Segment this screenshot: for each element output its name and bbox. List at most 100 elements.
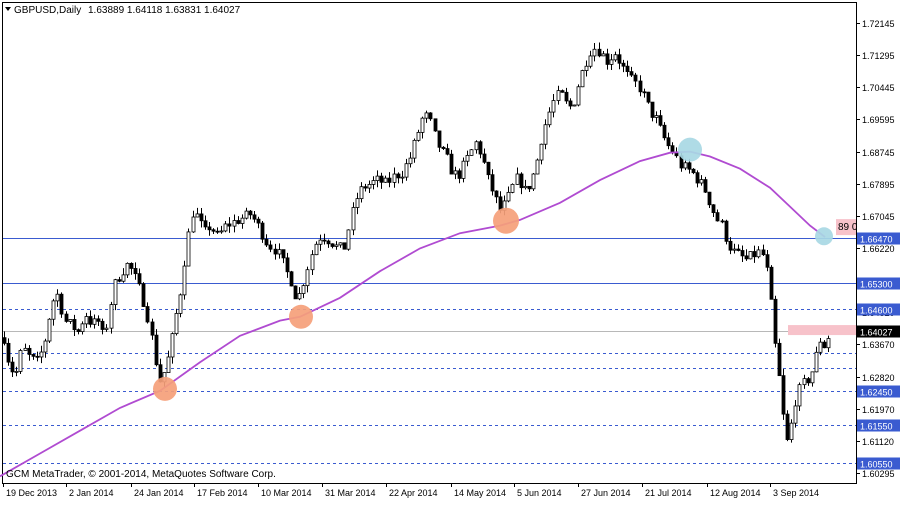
candle-body-54 bbox=[223, 223, 228, 232]
candlesticks bbox=[2, 42, 831, 443]
candle-body-154 bbox=[633, 74, 638, 82]
candle-body-64 bbox=[264, 238, 269, 246]
candle-body-53 bbox=[219, 230, 224, 233]
candle-body-136 bbox=[560, 90, 565, 93]
candle-body-189 bbox=[777, 342, 782, 377]
candle-body-62 bbox=[256, 218, 261, 224]
candle-body-0 bbox=[2, 337, 7, 344]
horizontal-levels bbox=[3, 238, 856, 464]
candle-body-25 bbox=[104, 327, 109, 330]
candle-body-185 bbox=[761, 249, 766, 256]
candle-body-148 bbox=[609, 59, 614, 65]
candle-body-90 bbox=[371, 180, 376, 185]
candle-body-184 bbox=[756, 249, 761, 258]
candle-body-8 bbox=[35, 355, 40, 358]
price-tag-label: 89 0 bbox=[838, 222, 858, 233]
plot-border bbox=[2, 2, 857, 484]
candle-body-157 bbox=[646, 91, 651, 103]
candle-body-15 bbox=[64, 313, 69, 322]
candle-body-1 bbox=[6, 342, 11, 363]
x-tick-label-6: 22 Apr 2014 bbox=[389, 488, 438, 498]
candle-body-190 bbox=[781, 375, 786, 415]
candle-body-138 bbox=[568, 100, 573, 107]
orange-circle-marker-1 bbox=[289, 304, 313, 329]
candle-body-179 bbox=[736, 248, 741, 251]
candle-body-24 bbox=[100, 320, 105, 330]
candle-body-10 bbox=[43, 340, 48, 353]
candle-body-161 bbox=[662, 124, 667, 139]
candle-body-128 bbox=[527, 185, 532, 190]
candle-body-192 bbox=[789, 422, 794, 440]
level-tag-7: 1.61550 bbox=[860, 422, 893, 432]
candle-body-147 bbox=[605, 53, 610, 65]
candle-body-19 bbox=[80, 323, 85, 333]
candle-body-104 bbox=[428, 112, 433, 120]
level-tag-6: 1.62450 bbox=[860, 388, 893, 398]
candle-body-127 bbox=[523, 185, 528, 189]
y-tick-label-14: 1.60295 bbox=[862, 469, 895, 479]
candle-body-118 bbox=[486, 161, 491, 176]
candle-body-139 bbox=[572, 104, 577, 107]
candle-body-50 bbox=[207, 226, 212, 231]
blue-circle-marker-4 bbox=[815, 227, 833, 246]
candle-body-29 bbox=[121, 274, 126, 282]
candle-body-153 bbox=[629, 71, 634, 76]
candle-body-60 bbox=[248, 210, 253, 216]
candle-body-61 bbox=[252, 214, 257, 220]
candle-body-30 bbox=[125, 262, 130, 276]
candle-body-6 bbox=[27, 347, 32, 355]
candle-body-150 bbox=[617, 54, 622, 64]
candle-body-95 bbox=[392, 173, 397, 183]
time-axis: 19 Dec 2013 2 Jan 2014 24 Jan 2014 17 Feb 2… bbox=[3, 483, 819, 498]
candle-body-97 bbox=[400, 176, 405, 179]
candle-body-199 bbox=[818, 341, 823, 353]
ohlc-values: 1.63889 1.64118 1.63831 1.64027 bbox=[88, 5, 241, 16]
price-axis: 1.72145 1.71295 1.70445 1.69595 1.68745 1.678… bbox=[856, 19, 895, 479]
candle-body-42 bbox=[174, 313, 179, 335]
candle-body-119 bbox=[490, 174, 495, 192]
candle-body-168 bbox=[691, 168, 696, 174]
candle-body-51 bbox=[211, 229, 216, 232]
candle-body-103 bbox=[424, 112, 429, 119]
candle-body-98 bbox=[404, 163, 409, 178]
candle-body-59 bbox=[244, 210, 249, 219]
candle-body-173 bbox=[711, 204, 716, 214]
candle-body-41 bbox=[170, 333, 175, 358]
candle-body-158 bbox=[650, 101, 655, 118]
candle-body-70 bbox=[289, 271, 294, 287]
candle-body-142 bbox=[584, 65, 589, 71]
candle-body-109 bbox=[449, 153, 454, 175]
candle-body-130 bbox=[535, 159, 540, 175]
candle-body-7 bbox=[31, 354, 36, 357]
candle-body-120 bbox=[494, 190, 499, 198]
candle-body-32 bbox=[133, 268, 138, 275]
level-labels: 1.66470 1.65300 1.64600 1.64027 1.62450 1.615… bbox=[788, 219, 900, 470]
x-tick-label-8: 5 Jun 2014 bbox=[517, 488, 562, 498]
candle-body-121 bbox=[498, 196, 503, 211]
candle-body-171 bbox=[703, 179, 708, 193]
candle-body-156 bbox=[642, 91, 647, 94]
candle-body-17 bbox=[72, 319, 77, 331]
x-tick-label-1: 2 Jan 2014 bbox=[69, 488, 114, 498]
candle-body-155 bbox=[638, 80, 643, 93]
candle-body-180 bbox=[740, 250, 745, 257]
candle-body-65 bbox=[268, 244, 273, 250]
symbol-dropdown-icon[interactable] bbox=[5, 7, 11, 11]
level-tag-2: 1.64600 bbox=[860, 306, 893, 316]
candle-body-58 bbox=[240, 217, 245, 224]
y-tick-label-10: 1.63670 bbox=[862, 340, 895, 350]
candle-body-113 bbox=[465, 155, 470, 162]
candle-body-96 bbox=[396, 173, 401, 179]
candle-body-88 bbox=[363, 186, 368, 189]
candle-body-108 bbox=[445, 148, 450, 155]
candle-body-188 bbox=[773, 298, 778, 344]
candle-body-114 bbox=[469, 149, 474, 156]
candle-body-11 bbox=[47, 318, 52, 342]
candle-body-81 bbox=[334, 244, 339, 247]
candle-body-102 bbox=[420, 117, 425, 133]
x-tick-label-11: 12 Aug 2014 bbox=[710, 488, 761, 498]
y-tick-label-3: 1.69595 bbox=[862, 115, 895, 125]
candle-body-40 bbox=[166, 356, 171, 373]
candle-body-177 bbox=[728, 240, 733, 251]
